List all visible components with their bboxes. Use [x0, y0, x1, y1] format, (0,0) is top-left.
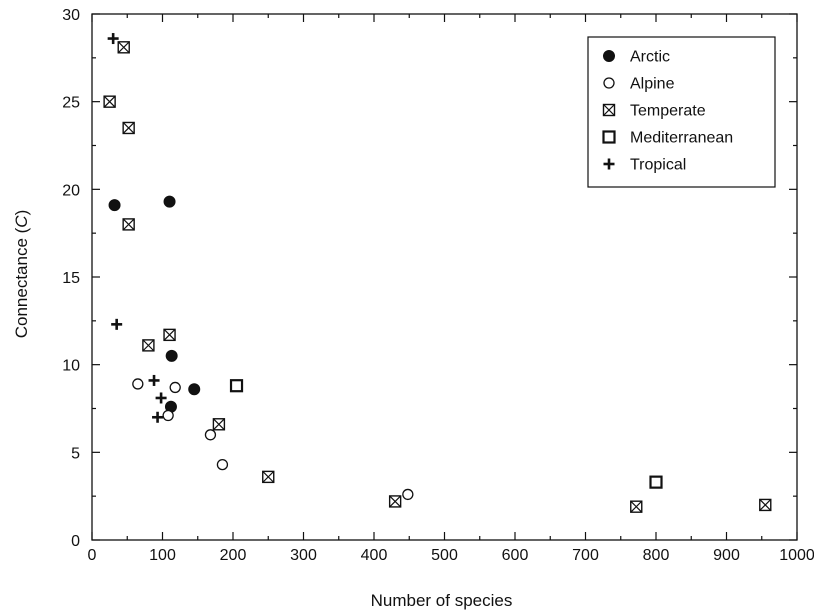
point-mediterranean	[649, 475, 663, 489]
point-temperate	[117, 41, 130, 54]
legend-marker-arctic	[603, 50, 615, 62]
x-tick-label: 600	[502, 547, 529, 564]
legend-label-mediterranean: Mediterranean	[630, 130, 733, 147]
point-temperate	[122, 121, 135, 135]
y-axis-title-symbol: C	[12, 215, 31, 228]
point-temperate	[262, 470, 275, 484]
legend-label-temperate: Temperate	[630, 103, 706, 120]
x-tick-label: 900	[713, 547, 740, 564]
legend-label-arctic: Arctic	[630, 49, 670, 66]
marker-cross	[163, 328, 176, 341]
x-tick-label: 300	[290, 547, 317, 564]
y-axis-title-end: )	[12, 210, 31, 216]
y-axis-title-main: Connectance (	[12, 227, 31, 338]
point-temperate	[630, 500, 643, 513]
marker-shape	[216, 458, 229, 471]
y-tick-label: 10	[62, 358, 80, 375]
point-alpine	[132, 378, 144, 390]
legend-marker-temperate	[602, 103, 616, 117]
point-temperate	[388, 495, 402, 508]
marker-cross	[603, 104, 615, 116]
y-tick-label: 20	[62, 182, 80, 199]
y-tick-label: 25	[62, 95, 80, 112]
x-tick-label: 800	[643, 547, 670, 564]
marker-cross	[389, 495, 402, 508]
point-tropical	[111, 318, 123, 330]
point-tropical	[148, 374, 160, 386]
point-temperate	[142, 339, 155, 352]
y-tick-label: 15	[62, 270, 80, 287]
point-alpine	[216, 458, 229, 471]
point-arctic	[165, 349, 178, 362]
marker-cross	[103, 95, 116, 108]
marker-shape	[602, 130, 616, 144]
x-axis-ticks: 0 100 200 300 400 500 600 700 800 900 1000	[88, 14, 814, 564]
marker-shape	[188, 383, 201, 396]
point-temperate	[759, 498, 772, 512]
marker-shape	[132, 378, 144, 390]
marker-shape	[603, 77, 615, 89]
point-alpine	[402, 488, 414, 501]
point-temperate	[212, 418, 226, 431]
marker-shape	[649, 475, 663, 489]
marker-cross	[122, 122, 135, 134]
x-axis-title: Number of species	[371, 591, 513, 610]
marker-cross	[142, 339, 155, 352]
point-arctic	[163, 195, 176, 208]
data-markers	[103, 33, 772, 513]
x-tick-label: 700	[572, 547, 599, 564]
legend-box	[587, 36, 776, 188]
marker-shape	[162, 409, 174, 422]
marker-shape	[108, 199, 121, 212]
point-temperate	[122, 218, 135, 231]
y-tick-label: 5	[71, 445, 80, 462]
y-tick-label: 30	[62, 7, 80, 24]
point-tropical	[155, 392, 167, 404]
marker-shape	[204, 429, 217, 441]
x-tick-label: 200	[220, 547, 247, 564]
marker-shape	[163, 195, 176, 208]
y-tick-label: 0	[71, 533, 80, 550]
point-temperate	[103, 95, 116, 108]
legend-marker-tropical	[603, 158, 615, 170]
x-tick-label: 0	[88, 547, 97, 564]
legend-marker-alpine	[603, 77, 615, 89]
y-axis-title: Connectance (C)	[12, 210, 31, 339]
marker-cross	[262, 470, 275, 483]
marker-shape	[402, 488, 414, 501]
point-arctic	[188, 383, 201, 396]
marker-cross	[630, 500, 643, 513]
legend-label-alpine: Alpine	[630, 76, 675, 93]
y-axis-ticks: 0 5 10 15 20 25 30	[62, 7, 797, 550]
point-alpine	[162, 409, 174, 422]
x-tick-label: 400	[361, 547, 388, 564]
marker-cross	[117, 41, 130, 54]
point-alpine	[204, 429, 217, 441]
marker-shape	[603, 50, 615, 62]
marker-shape	[229, 379, 244, 393]
legend-label-tropical: Tropical	[630, 157, 686, 174]
legend: Arctic Alpine Temperate Mediterranean Tropic…	[587, 36, 776, 188]
x-tick-label: 500	[431, 547, 458, 564]
x-tick-label: 1000	[779, 547, 814, 564]
marker-cross	[212, 418, 225, 431]
marker-shape	[169, 381, 181, 394]
marker-cross	[759, 499, 772, 511]
point-alpine	[169, 381, 181, 394]
point-arctic	[108, 199, 121, 212]
legend-marker-mediterranean	[602, 130, 616, 144]
marker-cross	[122, 218, 135, 231]
marker-shape	[165, 349, 178, 362]
point-tropical	[152, 411, 164, 423]
x-tick-label: 100	[149, 547, 176, 564]
point-tropical	[107, 33, 119, 45]
point-temperate	[163, 328, 176, 342]
point-mediterranean	[229, 379, 244, 393]
